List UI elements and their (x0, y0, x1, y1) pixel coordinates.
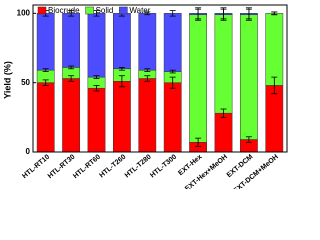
error-bar (68, 75, 75, 82)
bar-segment (189, 14, 207, 143)
bar-segment (265, 85, 284, 153)
error-bar (245, 136, 252, 143)
bar-segment (113, 81, 131, 153)
legend-swatch (37, 6, 47, 15)
error-bar (220, 108, 227, 118)
error-bar (195, 7, 202, 20)
error-bar (271, 76, 278, 95)
plot-frame (32, 4, 288, 153)
error-bar (118, 75, 125, 88)
error-bar (271, 11, 278, 16)
x-tick-label: HTL-T300 (149, 154, 178, 180)
bar-segment (62, 78, 80, 153)
legend-swatch (119, 6, 128, 15)
x-tick-label: HTL-T280 (124, 154, 153, 180)
error-bar (68, 65, 75, 70)
error-bar (220, 7, 227, 20)
y-tick-label: 50 (21, 78, 30, 87)
bar-segment (214, 112, 233, 153)
legend-label: Water (129, 6, 150, 15)
bar-segment (113, 13, 131, 70)
error-bar (118, 67, 125, 71)
bar-segment (138, 13, 157, 71)
bar-segment (138, 78, 157, 153)
y-tick-label: 100 (17, 8, 31, 17)
error-bar (42, 68, 49, 72)
error-bar (144, 75, 151, 82)
bar-segment (62, 13, 80, 68)
page: {"chart_data": {"type": "stacked-bar", "… (2, 4, 288, 189)
error-bar (68, 10, 75, 17)
bar-segment (265, 13, 284, 86)
chart: Yield (%) HTL-RT10HTL-RT30HTL-RT60HTL-T2… (2, 4, 288, 189)
error-bar (169, 76, 176, 89)
error-bar (169, 69, 176, 74)
y-tick-label: 0 (26, 147, 31, 156)
error-bar (144, 11, 151, 16)
x-tick-label: EXT-Hex+MeOH (184, 154, 229, 189)
error-bar (93, 10, 100, 17)
error-bar (169, 10, 176, 17)
bar-segment (87, 87, 106, 153)
legend-label: Solid (96, 6, 114, 15)
x-tick-label: HTL-RT60 (72, 154, 102, 181)
bar-segment (163, 13, 182, 72)
y-axis-label: Yield (%) (2, 61, 12, 99)
legend-label: Biocrude (48, 6, 80, 15)
x-tick-label: HTL-T260 (98, 154, 127, 180)
error-bar (93, 85, 100, 92)
bar-segment (87, 13, 106, 78)
bar-segment (36, 13, 55, 71)
error-bar (195, 137, 202, 147)
bar-segment (240, 14, 258, 140)
error-bar (144, 68, 151, 72)
error-bar (93, 75, 100, 79)
bar-segment (36, 82, 55, 153)
legend-swatch (85, 6, 94, 15)
bar-segment (214, 14, 233, 114)
bar-segment (163, 82, 182, 153)
error-bar (245, 7, 252, 20)
error-bar (42, 79, 49, 86)
